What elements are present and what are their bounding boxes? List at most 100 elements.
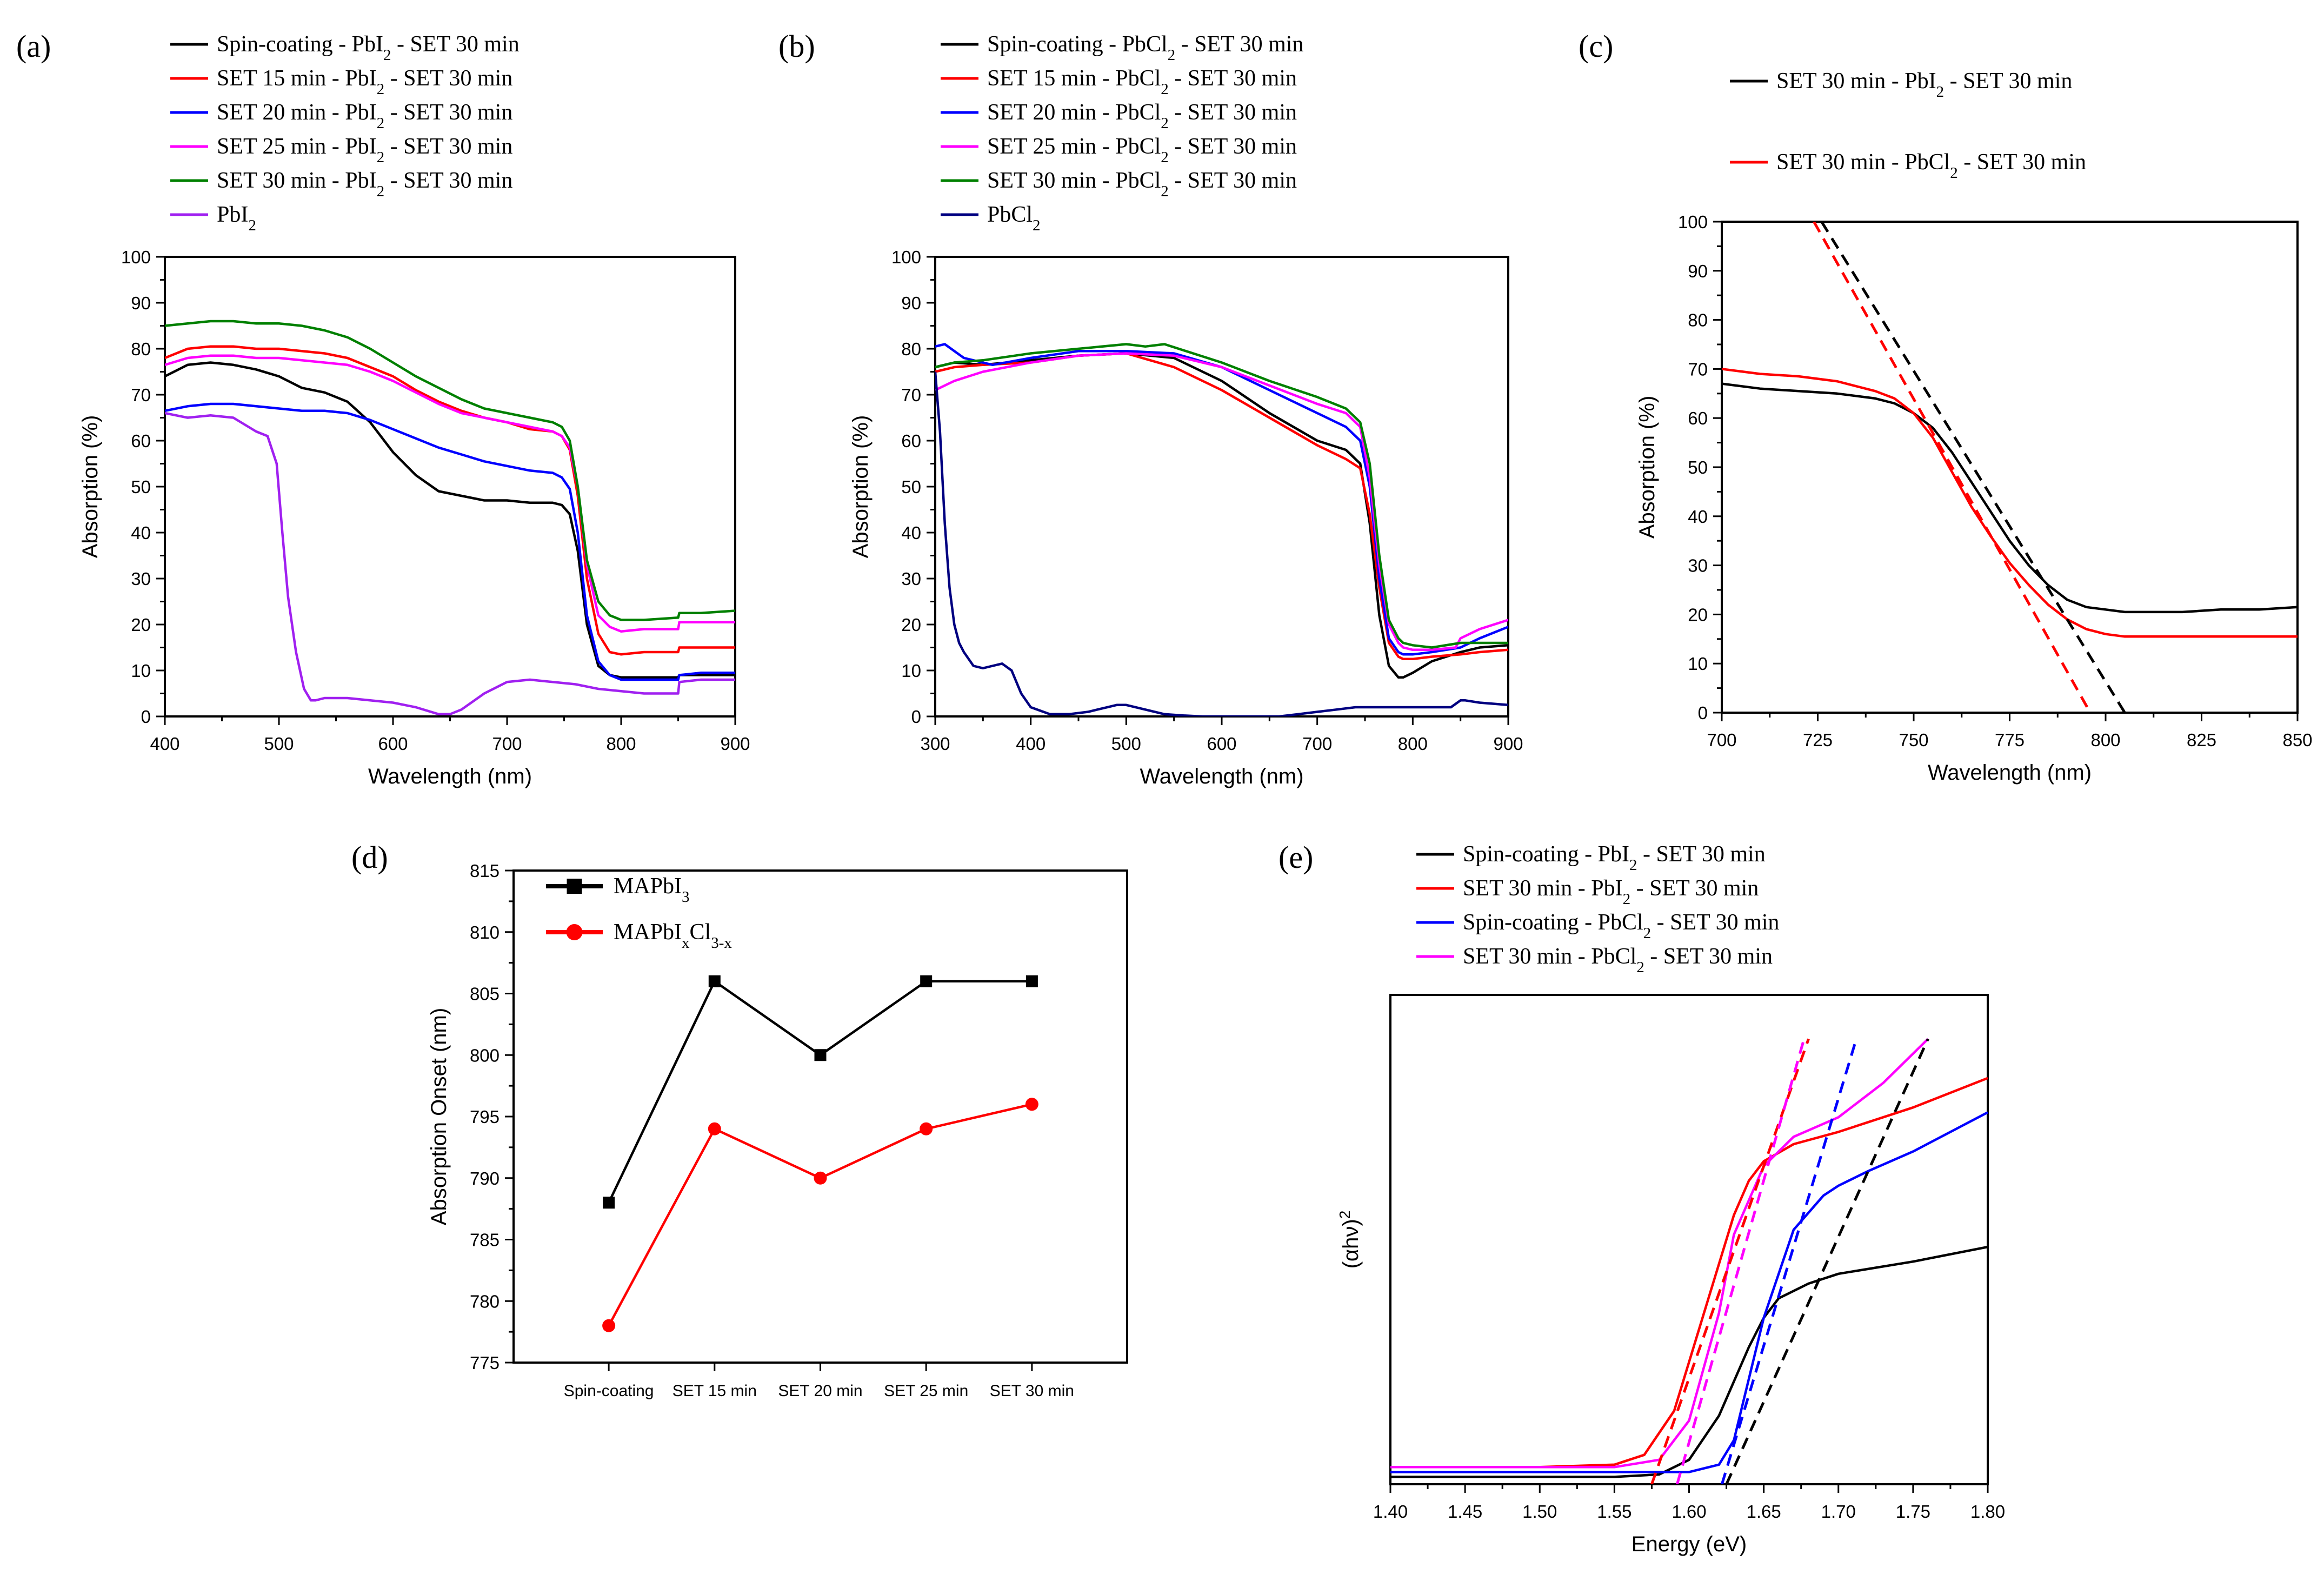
panel-label: (c) (1579, 29, 1613, 64)
y-tick-label: 0 (1698, 703, 1708, 723)
legend-label: MAPbI3 (614, 874, 690, 906)
series-line-mapbi3 (608, 980, 1032, 1204)
x-tick-label: 900 (720, 734, 750, 754)
data-point-square (1026, 975, 1038, 987)
data-point-square (814, 1049, 827, 1061)
y-tick-label: 10 (1688, 654, 1708, 674)
legend-marker-circle (566, 924, 583, 940)
x-tick-label: SET 25 min (884, 1382, 968, 1400)
x-tick-label: 750 (1899, 730, 1928, 750)
legend-label: SET 20 min - PbCl2 - SET 30 min (987, 100, 1297, 132)
legend-label: SET 15 min - PbI2 - SET 30 min (217, 66, 512, 98)
legend-label: SET 20 min - PbI2 - SET 30 min (217, 100, 512, 132)
tangent-line-tangent-spin-coating-pbi2 (1725, 1038, 1929, 1484)
y-tick-label: 90 (131, 293, 151, 313)
tangent-line-tangent-pbi2 (1820, 222, 2126, 713)
y-tick-label: 60 (131, 431, 151, 451)
legend: MAPbI3 MAPbIxCl3-x (546, 874, 732, 952)
y-axis-label: Absorption (%) (849, 415, 873, 559)
data-point-circle (920, 1122, 933, 1135)
x-tick-label: Spin-coating (564, 1382, 654, 1400)
data-point-circle (708, 1122, 721, 1135)
series-line-set-15-min-pbcl2-set-30-min (935, 352, 1508, 661)
x-tick-label: 700 (492, 734, 522, 754)
x-tick-label: 900 (1493, 734, 1523, 754)
series-line-set-30-min-pbi2-set-30-min (165, 320, 735, 621)
panel-4: (d) Spin-coating SET 15 min SET 20 min SET 2… (351, 840, 1128, 1400)
panel-3: (c) 700 725 750 775 800 825 850 0 10 20 30 40 50 60 70 8… (1579, 29, 2313, 785)
series-line-mapbixcl3-x (608, 1103, 1033, 1326)
y-tick-label: 100 (121, 247, 151, 267)
x-axis-label: Wavelength (nm) (1928, 761, 2092, 785)
y-tick-label: 80 (901, 339, 921, 359)
x-tick-label: 800 (2090, 730, 2120, 750)
y-tick-label: 70 (901, 385, 921, 405)
legend-label: Spin-coating - PbCl2 - SET 30 min (1463, 910, 1779, 942)
legend-marker-square (567, 879, 582, 894)
y-axis-label: (αhν)2 (1336, 1211, 1363, 1269)
x-tick-label: 1.55 (1597, 1502, 1632, 1522)
legend-label: SET 30 min - PbI2 - SET 30 min (1776, 69, 2072, 101)
panel-label: (e) (1278, 840, 1313, 875)
x-tick-label: 600 (378, 734, 408, 754)
y-axis-label: Absorption (%) (78, 415, 102, 559)
x-tick-label: 400 (150, 734, 179, 754)
x-tick-label: 1.80 (1970, 1502, 2005, 1522)
series-line-set-20-min-pbcl2-set-30-min (935, 343, 1508, 656)
y-tick-label: 30 (1688, 556, 1708, 576)
y-tick-label: 100 (891, 247, 921, 267)
data-point-circle (1025, 1098, 1038, 1111)
series-line-set-20-min-pbi2-set-30-min (165, 402, 735, 681)
x-tick-label: 800 (1398, 734, 1428, 754)
x-tick-label: 700 (1707, 730, 1736, 750)
x-tick-label: 800 (606, 734, 636, 754)
tangent-line-tangent-pbcl2 (1813, 222, 2092, 713)
legend: SET 30 min - PbI2 - SET 30 min SET 30 min… (1730, 69, 2086, 182)
x-tick-label: 775 (1995, 730, 2025, 750)
series-line-spin-coating-pbi2-set-30-min (1390, 1245, 1988, 1478)
y-tick-label: 0 (141, 707, 151, 727)
legend-label: PbI2 (217, 202, 256, 234)
series-line-set-30-min-pbi2-set-30-min (1722, 382, 2298, 614)
legend-label: SET 30 min - PbI2 - SET 30 min (217, 168, 512, 200)
legend-label: SET 25 min - PbCl2 - SET 30 min (987, 134, 1297, 166)
y-tick-label: 40 (131, 523, 151, 543)
series-line-spin-coating-pbi2-set-30-min (165, 361, 735, 679)
x-tick-label: 1.75 (1896, 1502, 1930, 1522)
y-tick-label: 100 (1678, 212, 1708, 232)
y-tick-label: 40 (1688, 507, 1708, 527)
panel-label: (d) (351, 840, 388, 875)
x-tick-label: SET 15 min (672, 1382, 757, 1400)
y-tick-label: 50 (131, 477, 151, 497)
y-tick-label: 90 (1688, 261, 1708, 281)
y-tick-label: 20 (131, 615, 151, 635)
x-tick-label: 850 (2282, 730, 2312, 750)
y-axis-label: Absorption (%) (1635, 396, 1659, 539)
x-tick-label: 600 (1207, 734, 1236, 754)
x-tick-label: 300 (920, 734, 950, 754)
series-line-pbcl2 (935, 371, 1508, 716)
panel-2: (b) 300 400 500 600 700 800 900 0 10 20 30 40 50 60 70 8… (778, 29, 1523, 788)
y-tick-label: 60 (1688, 408, 1708, 428)
series-line-set-30-min-pbcl2-set-30-min (1722, 368, 2298, 638)
x-tick-label: 1.45 (1448, 1502, 1482, 1522)
legend-label: SET 30 min - PbCl2 - SET 30 min (987, 168, 1297, 200)
y-tick-label: 800 (470, 1045, 500, 1065)
y-tick-label: 50 (1688, 457, 1708, 477)
tangent-line-tangent-spin-coating-pbcl2 (1720, 1038, 1858, 1484)
legend-label: Spin-coating - PbI2 - SET 30 min (217, 32, 520, 64)
x-tick-label: 1.65 (1747, 1502, 1781, 1522)
x-tick-label: 1.50 (1522, 1502, 1557, 1522)
data-point-square (708, 975, 721, 987)
plot-frame (512, 869, 1128, 1364)
x-tick-label: 500 (264, 734, 294, 754)
series-line-set-25-min-pbi2-set-30-min (165, 354, 735, 633)
series-line-spin-coating-pbcl2-set-30-min (935, 352, 1508, 679)
panel-label: (a) (16, 29, 51, 64)
tangent-line-tangent-set-30-min-pbi2 (1650, 1038, 1810, 1484)
y-tick-label: 90 (901, 293, 921, 313)
data-point-square (603, 1197, 615, 1209)
series-line-set-30-min-pbi2-set-30-min (1390, 1077, 1988, 1469)
